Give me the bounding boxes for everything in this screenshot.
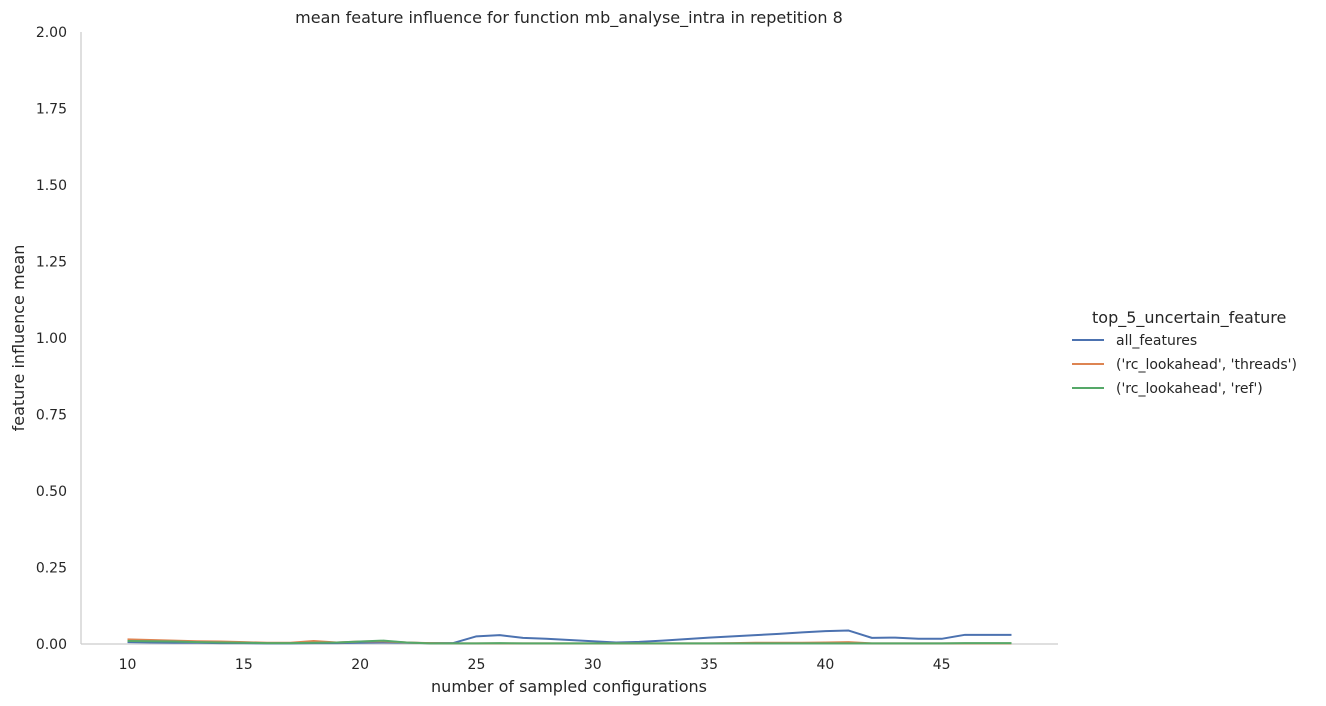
y-tick-label: 0.50	[36, 484, 67, 500]
y-tick-label: 0.75	[36, 408, 67, 424]
y-tick-label: 1.75	[36, 102, 67, 118]
legend-title: top_5_uncertain_feature	[1092, 308, 1286, 328]
y-axis-ticks: 0.00 0.25 0.50 0.75 1.00 1.25 1.50 1.75 2.00	[36, 25, 67, 653]
x-tick-label: 20	[351, 657, 369, 673]
x-tick-label: 40	[816, 657, 834, 673]
legend-label: ('rc_lookahead', 'ref')	[1116, 381, 1263, 397]
x-tick-label: 25	[468, 657, 486, 673]
series-line-0	[127, 629, 1012, 645]
series-line-2	[127, 639, 1012, 645]
y-tick-label: 1.25	[36, 255, 67, 271]
y-tick-label: 2.00	[36, 25, 67, 41]
y-tick-label: 1.00	[36, 331, 67, 347]
series-lines	[127, 629, 1012, 645]
y-tick-label: 1.50	[36, 178, 67, 194]
x-tick-label: 45	[933, 657, 951, 673]
x-axis-ticks: 10 15 20 25 30 35 40 45	[119, 657, 951, 673]
x-tick-label: 30	[584, 657, 602, 673]
y-tick-label: 0.25	[36, 561, 67, 577]
legend: top_5_uncertain_feature all_features ('rc…	[1072, 308, 1297, 397]
y-tick-label: 0.00	[36, 637, 67, 653]
x-tick-label: 15	[235, 657, 253, 673]
y-axis-label: feature influence mean	[9, 245, 28, 432]
legend-label: ('rc_lookahead', 'threads')	[1116, 357, 1297, 373]
x-tick-label: 35	[700, 657, 718, 673]
x-tick-label: 10	[119, 657, 137, 673]
legend-label: all_features	[1116, 333, 1197, 349]
chart-title: mean feature influence for function mb_a…	[295, 8, 843, 28]
x-axis-label: number of sampled configurations	[431, 677, 707, 696]
